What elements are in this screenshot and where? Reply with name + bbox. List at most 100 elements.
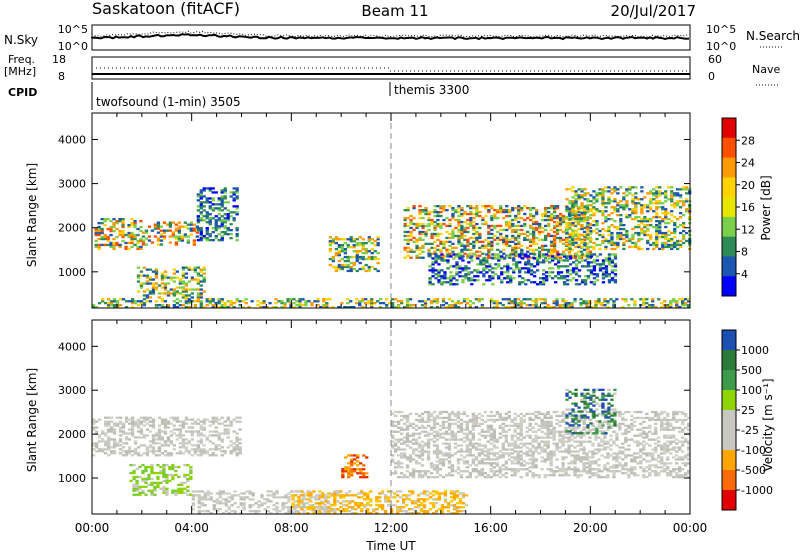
echo-cell [408, 446, 413, 449]
echo-cell [474, 306, 478, 309]
echo-cell [437, 492, 442, 495]
echo-cell [205, 231, 209, 234]
echo-cell [486, 426, 490, 429]
echo-cell [408, 298, 413, 301]
echo-cell [595, 237, 599, 241]
echo-cell [331, 257, 335, 261]
echo-cell [196, 215, 200, 218]
echo-cell [284, 494, 288, 497]
echo-cell [533, 271, 537, 274]
echo-cell [535, 222, 539, 226]
echo-cell [640, 208, 644, 211]
echo-cell [571, 196, 575, 199]
echo-cell [589, 261, 594, 264]
echo-cell [223, 197, 227, 200]
echo-cell [138, 465, 142, 469]
echo-cell [162, 235, 167, 238]
echo-cell [153, 235, 158, 238]
echo-cell [670, 237, 674, 241]
echo-cell [148, 450, 153, 453]
echo-cell [199, 270, 203, 273]
echo-cell [480, 422, 484, 425]
echo-cell [488, 277, 492, 280]
echo-cell [367, 250, 371, 253]
echo-cell [616, 235, 620, 239]
echo-cell [221, 498, 225, 501]
echo-cell [208, 448, 212, 451]
echo-cell [107, 424, 111, 427]
echo-cell [604, 257, 609, 260]
echo-cell [603, 300, 607, 303]
echo-cell [223, 225, 227, 228]
echo-cell [352, 255, 356, 259]
echo-cell [628, 214, 632, 217]
echo-cell [601, 235, 605, 239]
echo-cell [343, 242, 347, 245]
echo-cell [220, 225, 224, 228]
echo-cell [459, 430, 464, 433]
echo-cell [478, 254, 482, 257]
echo-cell [504, 476, 508, 479]
echo-cell [318, 512, 322, 515]
echo-cell [139, 245, 143, 249]
echo-cell [217, 207, 221, 210]
echo-cell [604, 216, 608, 219]
echo-cell [452, 253, 456, 256]
echo-cell [582, 302, 586, 305]
echo-cell [586, 216, 590, 219]
echo-cell [508, 238, 512, 241]
echo-cell [367, 269, 371, 273]
echo-cell [190, 430, 194, 433]
nave-tick-top: 60 [708, 53, 722, 66]
echo-cell [438, 412, 443, 416]
echo-cell [450, 410, 455, 414]
echo-cell [218, 494, 222, 497]
echo-cell [631, 241, 635, 245]
echo-cell [275, 512, 279, 515]
echo-cell [391, 422, 395, 425]
echo-cell [97, 225, 101, 229]
echo-cell [658, 224, 662, 227]
echo-cell [568, 255, 573, 258]
echo-cell [162, 473, 166, 477]
echo-cell [197, 496, 201, 499]
echo-cell [360, 508, 364, 511]
echo-cell [631, 227, 635, 231]
echo-cell [400, 476, 404, 479]
echo-cell [592, 261, 597, 264]
echo-cell [497, 259, 501, 262]
echo-cell [232, 191, 236, 194]
echo-cell [426, 434, 431, 437]
echo-cell [148, 420, 153, 423]
echo-cell [564, 302, 568, 305]
echo-cell [616, 243, 620, 247]
echo-cell [358, 261, 362, 265]
echo-cell [536, 257, 540, 260]
echo-cell [432, 422, 437, 425]
echo-cell [235, 454, 239, 457]
echo-cell [162, 489, 166, 492]
echo-cell [477, 460, 481, 463]
echo-cell [205, 211, 209, 214]
echo-cell [396, 508, 400, 511]
echo-cell [423, 470, 428, 473]
echo-cell [409, 248, 413, 251]
echo-cell [363, 504, 367, 507]
echo-cell [676, 218, 680, 221]
echo-cell [504, 418, 508, 422]
echo-cell [186, 479, 190, 483]
echo-cell [571, 190, 575, 193]
echo-cell [202, 306, 206, 309]
echo-cell [465, 434, 469, 437]
echo-cell [435, 446, 440, 449]
echo-cell [153, 487, 157, 490]
echo-cell [495, 306, 499, 309]
echo-cell [679, 188, 683, 191]
echo-cell [232, 205, 236, 208]
echo-cell [554, 263, 558, 266]
echo-cell [465, 476, 469, 479]
echo-cell [256, 300, 260, 303]
echo-cell [489, 438, 493, 441]
echo-cell [432, 430, 437, 433]
echo-cell [162, 485, 166, 488]
